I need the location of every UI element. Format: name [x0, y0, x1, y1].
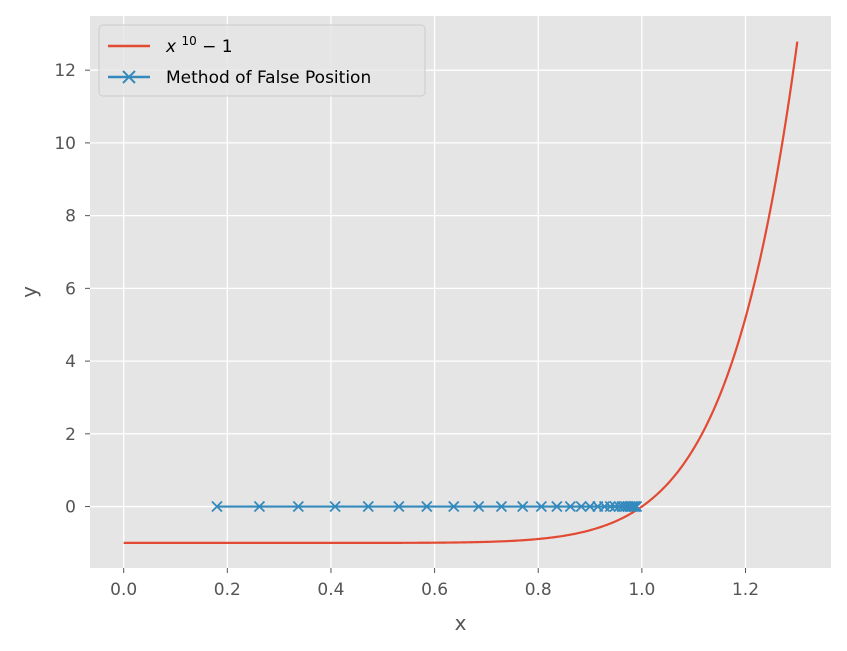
- iteration-marker: [517, 500, 529, 513]
- legend-label-series-1: x 10 − 1: [165, 30, 233, 57]
- iteration-marker: [626, 500, 638, 513]
- iteration-marker: [253, 500, 266, 513]
- x-tick-label: 0.0: [110, 580, 137, 600]
- iteration-marker: [495, 500, 508, 513]
- legend-label-base: x: [165, 37, 177, 57]
- series-layer: [123, 41, 799, 545]
- iteration-marker: [211, 500, 223, 513]
- grid: [90, 16, 831, 568]
- legend-label-exponent: 10: [181, 34, 196, 48]
- legend-marker-series-2: [122, 70, 136, 84]
- y-tick-label: 10: [54, 134, 76, 154]
- iteration-marker: [329, 500, 341, 513]
- iteration-marker: [551, 500, 563, 513]
- x-tick-label: 0.8: [525, 580, 552, 600]
- plot-area: [90, 16, 831, 568]
- legend: x 10 − 1 Method of False Position: [98, 24, 426, 97]
- legend-box: [98, 24, 426, 97]
- y-tick-label: 0: [65, 498, 76, 518]
- iteration-marker: [393, 500, 405, 513]
- x-tick-label: 0.4: [317, 580, 344, 600]
- legend-label-series-2: Method of False Position: [166, 68, 371, 88]
- iteration-marker: [564, 500, 576, 513]
- iteration-marker: [631, 500, 643, 513]
- iteration-marker: [629, 500, 641, 513]
- ticks: 0.0 0.2 0.4 0.6 0.8 1.0 1.2 0 2 4 6 8 10 12: [54, 61, 759, 600]
- y-tick-label: 12: [54, 61, 76, 81]
- y-tick-label: 2: [65, 425, 76, 445]
- iteration-marker: [292, 500, 304, 513]
- x-tick-label: 1.2: [732, 580, 759, 600]
- iteration-marker: [362, 500, 374, 513]
- function-curve: [123, 41, 799, 545]
- x-axis-label: x: [455, 611, 467, 635]
- legend-label-tail: − 1: [202, 37, 232, 57]
- iteration-marker: [535, 500, 547, 513]
- y-tick-label: 4: [65, 352, 76, 372]
- iteration-marker: [627, 500, 640, 513]
- iteration-marker: [421, 500, 433, 513]
- iteration-marker: [472, 500, 485, 513]
- x-tick-label: 1.0: [628, 580, 655, 600]
- x-tick-label: 0.6: [421, 580, 448, 600]
- y-axis-label: y: [17, 286, 41, 298]
- y-tick-label: 8: [65, 207, 76, 227]
- x-tick-label: 0.2: [214, 580, 241, 600]
- iteration-marker: [448, 500, 460, 513]
- iteration-marker: [604, 500, 616, 513]
- y-tick-label: 6: [65, 279, 76, 299]
- iteration-marker: [575, 500, 587, 513]
